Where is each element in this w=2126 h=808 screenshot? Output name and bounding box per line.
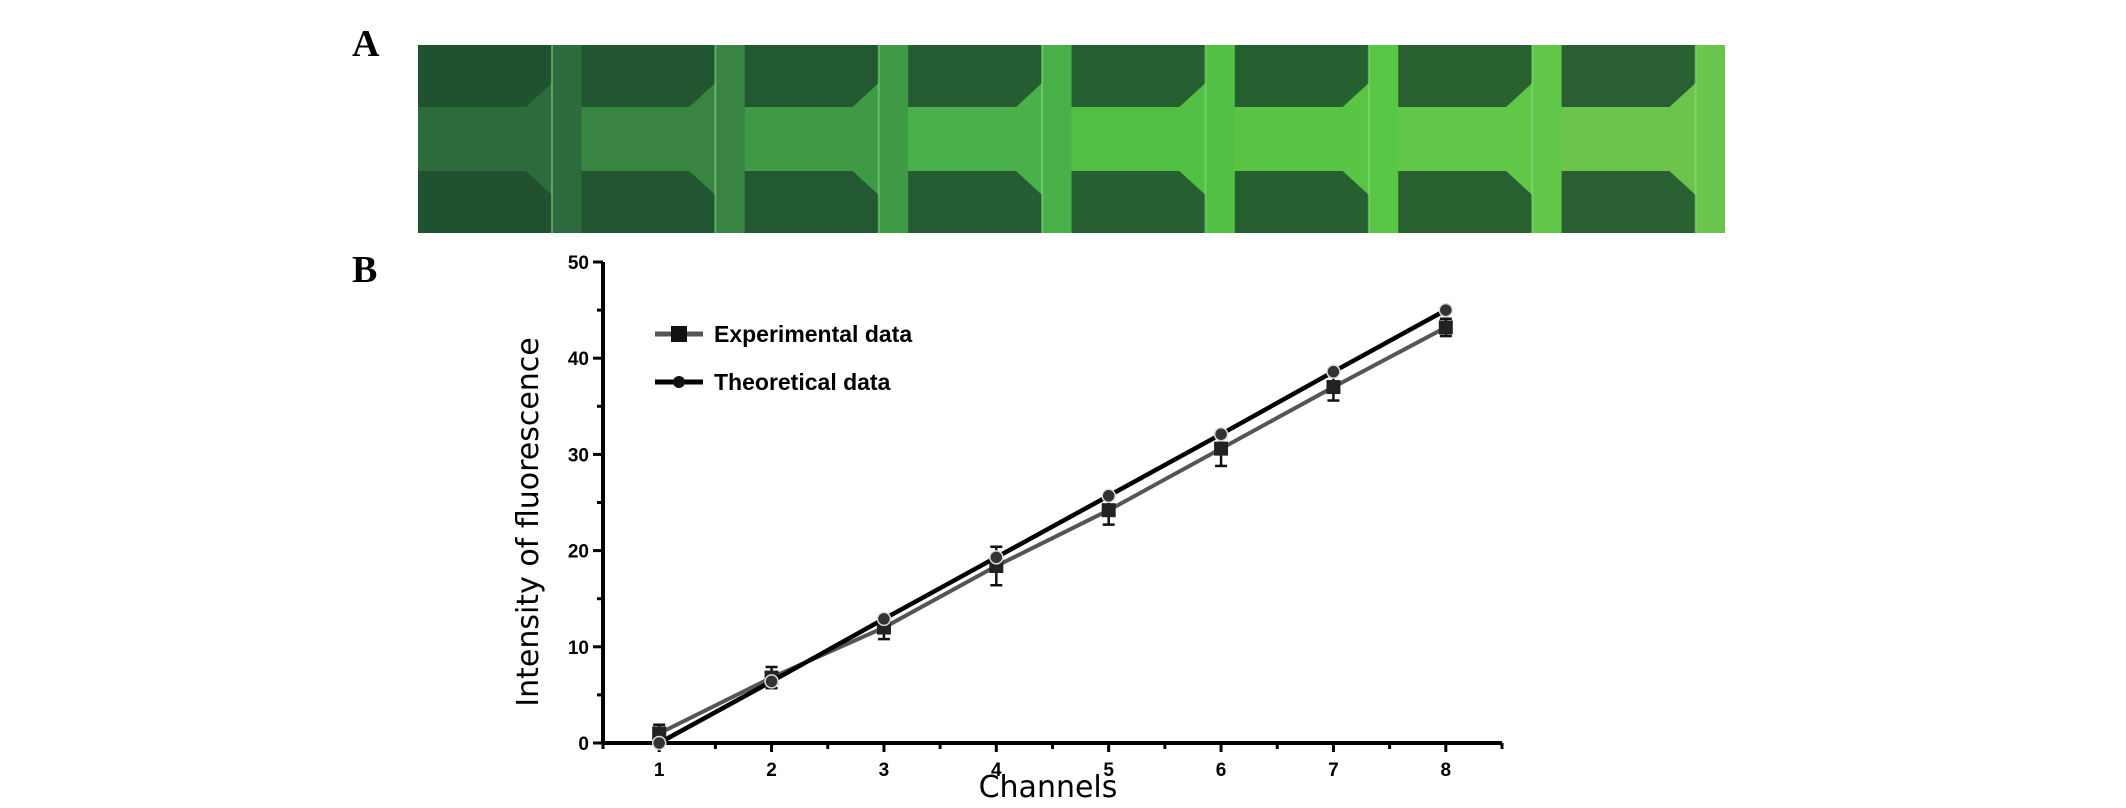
channel-wall-top <box>744 45 879 107</box>
channel-junction <box>1205 45 1235 233</box>
y-tick-label: 20 <box>568 542 589 563</box>
channel-wall-bottom <box>1398 171 1533 233</box>
channel-image <box>418 45 583 233</box>
channel-junction <box>1532 45 1562 233</box>
channel-junction <box>551 45 582 233</box>
data-point-theoretical <box>1326 364 1341 379</box>
legend-label-experimental: Experimental data <box>714 321 912 347</box>
x-tick-label: 7 <box>1328 760 1339 781</box>
data-point-experimental <box>1438 320 1453 335</box>
data-point-theoretical <box>1101 488 1116 504</box>
legend-marker-square <box>671 326 687 342</box>
y-tick-label: 30 <box>568 445 589 466</box>
channel-wall-top <box>418 45 552 107</box>
channel-wall-bottom <box>1071 171 1206 233</box>
chart-legend: Experimental data Theoretical data <box>655 321 912 395</box>
x-tick-label: 4 <box>991 760 1002 781</box>
y-tick-label: 40 <box>568 349 589 370</box>
y-axis-title: Intensity of fluorescence <box>511 337 546 707</box>
channel-image <box>581 45 746 233</box>
x-axis-title: Channels <box>979 770 1118 805</box>
channel-junction <box>1695 45 1725 233</box>
data-point-theoretical <box>764 674 779 689</box>
data-point-theoretical <box>1438 302 1454 318</box>
data-point-theoretical <box>876 611 892 627</box>
channel-junction <box>1368 45 1399 233</box>
channel-wall-bottom <box>1561 171 1696 233</box>
x-tick-label: 5 <box>1103 760 1114 781</box>
data-point-experimental <box>1101 503 1116 518</box>
channel-image <box>908 45 1073 233</box>
y-tick-label: 50 <box>568 253 589 274</box>
channel-junction <box>878 45 909 233</box>
chart-series-layer <box>651 302 1454 751</box>
channel-image <box>1398 45 1563 233</box>
data-point-experimental <box>1214 441 1229 456</box>
x-tick-label: 3 <box>879 760 890 781</box>
fluorescence-channel-strip <box>418 45 1725 233</box>
channel-wall-top <box>1561 45 1696 107</box>
data-point-theoretical <box>651 735 667 751</box>
channel-image <box>744 45 910 233</box>
channel-wall-bottom <box>581 171 716 233</box>
panel-a-label: A <box>352 23 380 65</box>
channel-image <box>1561 45 1725 233</box>
channel-wall-top <box>908 45 1043 107</box>
legend-marker-circle <box>673 376 685 388</box>
channel-image <box>1071 45 1236 233</box>
channel-wall-bottom <box>1234 171 1369 233</box>
channel-junction <box>1042 45 1072 233</box>
x-tick-label: 2 <box>766 760 777 781</box>
channel-wall-top <box>1234 45 1369 107</box>
data-point-theoretical <box>989 550 1004 565</box>
channel-wall-bottom <box>418 171 552 233</box>
x-tick-label: 6 <box>1216 760 1227 781</box>
panel-b-label: B <box>352 249 378 291</box>
legend-label-theoretical: Theoretical data <box>714 369 891 395</box>
data-point-theoretical <box>1213 426 1229 442</box>
y-tick-label: 0 <box>578 734 589 755</box>
channel-junction <box>715 45 745 233</box>
data-point-experimental <box>1326 380 1341 395</box>
channel-wall-top <box>581 45 716 107</box>
x-tick-label: 8 <box>1441 760 1452 781</box>
chart-axes: 1 2 3 4 5 6 7 8 0 10 20 30 40 50 <box>568 253 1504 781</box>
channel-wall-top <box>1071 45 1206 107</box>
series-line-theoretical <box>658 308 1447 745</box>
channel-wall-bottom <box>744 171 879 233</box>
channel-wall-bottom <box>908 171 1043 233</box>
channel-wall-top <box>1398 45 1533 107</box>
x-tick-label: 1 <box>654 760 665 781</box>
y-tick-label: 10 <box>568 638 589 659</box>
channel-image <box>1234 45 1400 233</box>
